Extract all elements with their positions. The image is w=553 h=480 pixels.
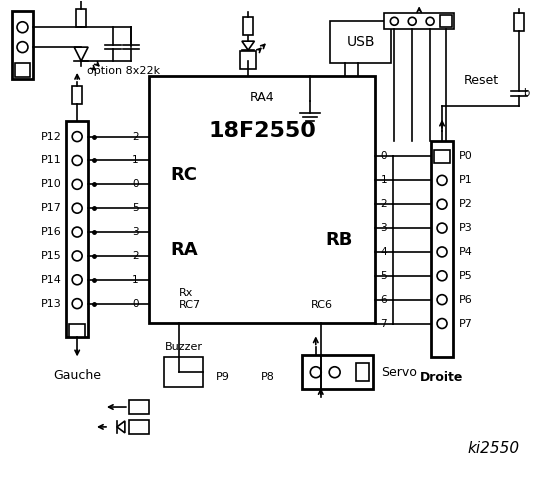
Text: b: b (524, 88, 530, 98)
Circle shape (310, 367, 321, 378)
Polygon shape (242, 41, 254, 50)
Text: P4: P4 (459, 247, 473, 257)
Text: 18F2550: 18F2550 (208, 120, 316, 141)
Text: P11: P11 (40, 156, 61, 166)
Polygon shape (117, 421, 125, 433)
Text: 3: 3 (380, 223, 387, 233)
Text: 3: 3 (132, 227, 139, 237)
Text: 2: 2 (380, 199, 387, 209)
Bar (440, 15, 452, 27)
Circle shape (72, 132, 82, 142)
Circle shape (437, 175, 447, 185)
Circle shape (437, 199, 447, 209)
Text: Servo: Servo (382, 366, 418, 379)
Circle shape (426, 17, 434, 25)
Text: 6: 6 (380, 295, 387, 305)
Bar (240, 51, 256, 69)
Text: 1: 1 (132, 275, 139, 285)
Text: ki2550: ki2550 (468, 441, 520, 456)
Text: RC6: RC6 (311, 300, 333, 310)
Text: Gauche: Gauche (53, 369, 101, 382)
Text: P12: P12 (40, 132, 61, 142)
Text: 2: 2 (132, 132, 139, 142)
Text: RB: RB (326, 231, 353, 249)
Bar (356, 363, 369, 381)
Text: P7: P7 (459, 319, 473, 328)
Bar (12, 12, 33, 79)
Text: 7: 7 (380, 319, 387, 328)
Text: option 8x22k: option 8x22k (87, 66, 160, 76)
Text: P1: P1 (459, 175, 473, 185)
Circle shape (17, 42, 28, 53)
Circle shape (437, 319, 447, 328)
Polygon shape (74, 47, 88, 61)
Circle shape (437, 295, 447, 305)
Text: RC7: RC7 (179, 300, 201, 310)
Text: RA4: RA4 (250, 91, 274, 104)
Text: P3: P3 (459, 223, 473, 233)
Circle shape (437, 247, 447, 257)
Bar (76, 9, 86, 27)
Bar (69, 324, 85, 337)
Bar (14, 63, 30, 77)
Bar (434, 150, 450, 164)
Circle shape (72, 156, 82, 166)
Bar (384, 13, 454, 29)
Bar (66, 120, 88, 337)
Text: P9: P9 (216, 372, 230, 382)
Text: P0: P0 (459, 152, 473, 161)
Circle shape (72, 299, 82, 309)
Text: Reset: Reset (464, 74, 499, 87)
Text: 4: 4 (380, 247, 387, 257)
Text: P8: P8 (261, 372, 275, 382)
Text: Droite: Droite (420, 371, 464, 384)
Circle shape (329, 367, 340, 378)
Text: 2: 2 (132, 251, 139, 261)
Circle shape (72, 203, 82, 213)
Text: P14: P14 (40, 275, 61, 285)
Bar (164, 357, 204, 387)
Circle shape (72, 275, 82, 285)
Circle shape (390, 17, 398, 25)
Bar (129, 420, 149, 434)
Text: Buzzer: Buzzer (165, 342, 202, 352)
Circle shape (72, 227, 82, 237)
Bar (302, 355, 373, 389)
Text: 1: 1 (132, 156, 139, 166)
Circle shape (17, 22, 28, 33)
Bar (129, 400, 149, 414)
Circle shape (72, 180, 82, 189)
Text: P6: P6 (459, 295, 473, 305)
Circle shape (437, 223, 447, 233)
Bar (243, 17, 253, 35)
Text: RC: RC (171, 167, 197, 184)
Text: P15: P15 (40, 251, 61, 261)
Text: 0: 0 (380, 152, 387, 161)
Bar (514, 13, 524, 31)
Circle shape (72, 251, 82, 261)
Bar (72, 86, 82, 104)
Text: P10: P10 (40, 180, 61, 189)
Text: 5: 5 (132, 203, 139, 213)
Bar (330, 21, 392, 63)
Text: Rx: Rx (179, 288, 193, 298)
Text: P16: P16 (40, 227, 61, 237)
Text: 0: 0 (132, 180, 139, 189)
Circle shape (437, 271, 447, 281)
Bar (431, 141, 453, 357)
Text: RA: RA (171, 241, 198, 259)
Bar (149, 76, 375, 323)
Text: P17: P17 (40, 203, 61, 213)
Text: P5: P5 (459, 271, 473, 281)
Text: USB: USB (346, 35, 375, 49)
Circle shape (408, 17, 416, 25)
Text: 0: 0 (132, 299, 139, 309)
Text: P13: P13 (40, 299, 61, 309)
Text: 1: 1 (380, 175, 387, 185)
Text: P2: P2 (459, 199, 473, 209)
Text: 5: 5 (380, 271, 387, 281)
